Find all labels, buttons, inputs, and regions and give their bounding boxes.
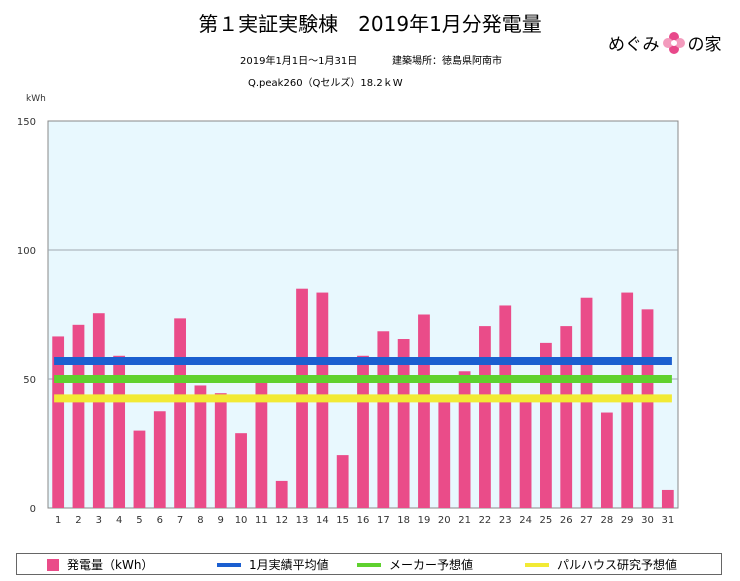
x-tick-label: 10 xyxy=(235,515,248,526)
x-tick-label: 19 xyxy=(418,515,431,526)
bar xyxy=(580,297,593,508)
legend-label: パルハウス研究予想値 xyxy=(557,558,678,572)
legend-label: 1月実績平均値 xyxy=(249,558,329,572)
y-tick-label: 150 xyxy=(17,117,36,128)
legend: 発電量（kWh） 1月実績平均値 メーカー予想値 パルハウス研究予想値 xyxy=(16,553,722,575)
y-tick-label: 50 xyxy=(23,375,36,386)
x-tick-label: 5 xyxy=(136,515,142,526)
x-tick-label: 12 xyxy=(275,515,288,526)
x-tick-label: 17 xyxy=(377,515,390,526)
bar xyxy=(92,313,105,508)
bar xyxy=(499,305,512,508)
bar xyxy=(519,400,532,508)
bar xyxy=(153,411,166,508)
legend-label: 発電量（kWh） xyxy=(67,558,154,572)
bar xyxy=(255,382,268,508)
bar xyxy=(458,371,471,508)
chart-title: 第１実証実験棟 2019年1月分発電量 xyxy=(198,12,542,36)
bar xyxy=(418,314,430,508)
bar xyxy=(174,318,186,508)
bar xyxy=(377,331,390,508)
x-tick-label: 8 xyxy=(197,515,203,526)
period-text: 2019年1月1日〜1月31日 xyxy=(240,56,358,67)
megumi-logo: めぐみ の家 xyxy=(608,30,722,55)
x-tick-label: 28 xyxy=(601,515,614,526)
x-tick-label: 4 xyxy=(116,515,122,526)
legend-swatch xyxy=(217,562,241,567)
legend-swatch xyxy=(357,562,381,567)
y-tick-label: 0 xyxy=(30,504,36,515)
flower-icon xyxy=(662,31,685,54)
bar xyxy=(540,342,552,508)
legend-label: メーカー予想値 xyxy=(389,558,474,572)
x-tick-label: 14 xyxy=(316,515,329,526)
x-tick-label: 18 xyxy=(397,515,410,526)
bar xyxy=(560,326,573,508)
legend-item: 発電量（kWh） xyxy=(47,556,153,573)
bar xyxy=(214,393,227,508)
x-tick-label: 23 xyxy=(499,515,512,526)
x-tick-label: 13 xyxy=(296,515,309,526)
location-text: 建築場所：徳島県阿南市 xyxy=(392,56,502,67)
legend-item: パルハウス研究予想値 xyxy=(525,556,677,573)
x-tick-label: 3 xyxy=(96,515,102,526)
legend-item: メーカー予想値 xyxy=(357,556,473,573)
x-tick-label: 31 xyxy=(661,515,674,526)
bar xyxy=(641,309,654,508)
legend-item: 1月実績平均値 xyxy=(217,556,329,573)
x-tick-label: 15 xyxy=(336,515,349,526)
x-tick-label: 21 xyxy=(458,515,471,526)
bar xyxy=(397,339,410,508)
x-tick-label: 6 xyxy=(157,515,163,526)
x-tick-label: 16 xyxy=(357,515,370,526)
x-tick-label: 20 xyxy=(438,515,451,526)
bar xyxy=(52,336,65,508)
x-tick-label: 9 xyxy=(218,515,224,526)
x-tick-label: 26 xyxy=(560,515,573,526)
bar xyxy=(133,430,146,508)
y-axis-label: kWh xyxy=(26,94,46,104)
x-tick-label: 29 xyxy=(621,515,634,526)
bar xyxy=(661,489,674,508)
y-tick-label: 100 xyxy=(17,246,36,257)
bar xyxy=(357,355,369,508)
bar xyxy=(438,402,451,508)
x-tick-label: 1 xyxy=(55,515,61,526)
x-tick-label: 27 xyxy=(580,515,593,526)
bar xyxy=(235,433,247,508)
legend-swatch xyxy=(47,558,59,571)
x-tick-label: 30 xyxy=(641,515,654,526)
x-tick-label: 25 xyxy=(540,515,553,526)
x-tick-label: 7 xyxy=(177,515,183,526)
bar xyxy=(113,355,126,508)
x-tick-label: 11 xyxy=(255,515,268,526)
panel-spec-text: Q.peak260（Qセルズ）18.2ｋW xyxy=(248,78,403,89)
x-tick-label: 22 xyxy=(479,515,492,526)
logo-text-left: めぐみ xyxy=(608,35,660,55)
x-tick-label: 2 xyxy=(75,515,81,526)
bar xyxy=(600,412,613,508)
bar xyxy=(479,326,491,508)
bar xyxy=(336,455,349,508)
x-tick-label: 24 xyxy=(519,515,532,526)
bar xyxy=(194,385,207,508)
bar xyxy=(275,480,288,508)
legend-swatch xyxy=(525,562,549,567)
logo-text-right: の家 xyxy=(687,35,722,55)
bar xyxy=(72,324,85,508)
